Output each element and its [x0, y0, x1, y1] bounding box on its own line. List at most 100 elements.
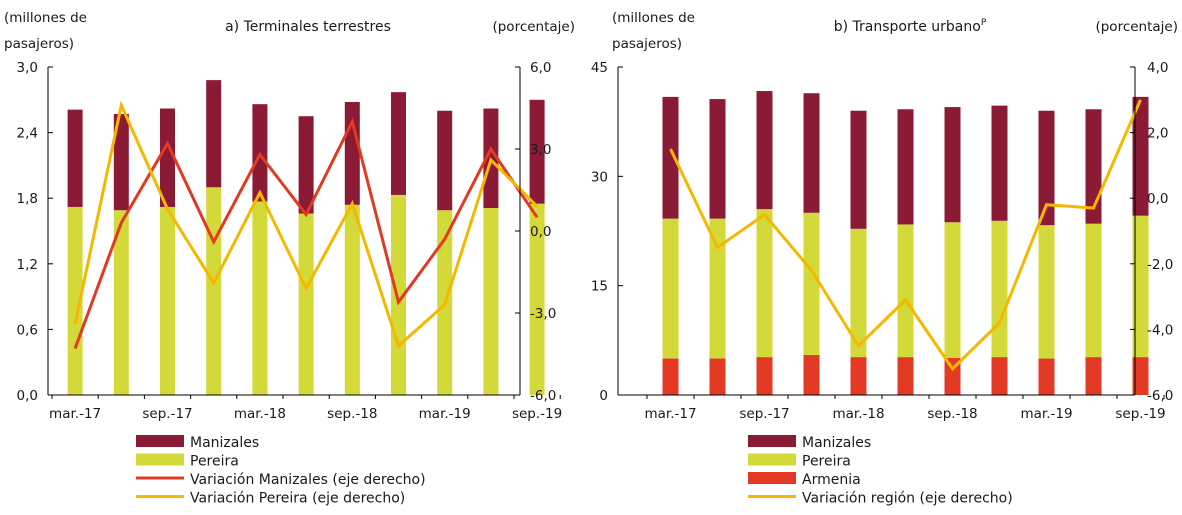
- x-tick-label: mar.-19: [419, 406, 471, 422]
- left-tick-label: 1,8: [17, 191, 38, 207]
- legend-label: Variación región (eje derecho): [802, 491, 1013, 507]
- bar-pereira-dic.-17: [803, 212, 820, 355]
- left-tick-label: 0,6: [17, 322, 38, 338]
- x-tick-label: mar.-18: [234, 406, 286, 422]
- right-tick-label: -2,0: [1147, 257, 1173, 273]
- bar-manizales-sep.-18: [944, 107, 961, 223]
- bar-pereira-jun.-18: [897, 224, 914, 358]
- x-tick-label: mar.-17: [644, 406, 696, 422]
- chart-panel-a: a) Terminales terrestres (millones de pasa…: [4, 10, 575, 507]
- bar-manizales-sep.-17: [160, 108, 175, 207]
- bar-pereira-jun.-19: [1085, 223, 1102, 358]
- right-tick-label: 2,0: [1147, 126, 1168, 142]
- right-tick-label: -6,0: [530, 388, 556, 404]
- left-tick-label: 45: [591, 60, 608, 76]
- bar-armenia-mar.-19: [1038, 358, 1055, 395]
- x-tick-label: sep.-17: [142, 406, 192, 422]
- bar-armenia-jun.-18: [897, 357, 914, 395]
- bar-manizales-dic.-18: [991, 105, 1008, 221]
- bar-manizales-mar.-17: [67, 109, 83, 207]
- right-tick-label: 3,0: [530, 142, 551, 158]
- bar-manizales-jun.-17: [113, 114, 129, 211]
- right-tick-label: 6,0: [530, 60, 551, 76]
- bar-armenia-dic.-17: [803, 354, 820, 395]
- x-tick-label: mar.-19: [1020, 406, 1072, 422]
- left-tick-label: 3,0: [17, 60, 38, 76]
- bar-armenia-jun.-17: [709, 358, 726, 395]
- bar-pereira-mar.-17: [67, 206, 83, 395]
- bar-manizales-sep.-18: [344, 101, 360, 205]
- bar-manizales-sep.-17: [756, 91, 773, 210]
- bar-pereira-jun.-17: [113, 210, 129, 395]
- bar-manizales-jun.-18: [298, 116, 314, 214]
- bar-manizales-jun.-17: [709, 99, 726, 219]
- left-axis-unit-label: pasajeros): [4, 36, 74, 52]
- bar-manizales-dic.-17: [803, 93, 820, 213]
- left-tick-label: 1,2: [17, 257, 38, 273]
- bar-pereira-jun.-18: [298, 213, 314, 395]
- bar-pereira-mar.-18: [850, 228, 867, 358]
- x-tick-label: sep.-19: [512, 406, 562, 422]
- bar-manizales-jun.-18: [897, 109, 914, 225]
- bar-armenia-dic.-18: [991, 357, 1008, 395]
- chart-panel-b: b) Transporte urbanoP (millones de pasajer…: [591, 10, 1178, 507]
- x-tick-label: sep.-18: [327, 406, 377, 422]
- chart-title: b) Transporte urbanoP: [834, 18, 987, 35]
- x-tick-label: sep.-17: [739, 406, 789, 422]
- bar-pereira-sep.-17: [756, 209, 773, 358]
- right-tick-label: -6,0: [1147, 388, 1173, 404]
- bar-pereira-sep.-17: [160, 206, 175, 395]
- bar-manizales-mar.-17: [662, 96, 679, 219]
- legend-swatch: [748, 435, 796, 447]
- legend-swatch: [748, 472, 796, 484]
- x-tick-label: mar.-18: [832, 406, 884, 422]
- legend-label: Variación Pereira (eje derecho): [190, 491, 405, 507]
- bar-manizales-mar.-19: [437, 110, 453, 211]
- bar-pereira-jun.-17: [709, 218, 726, 359]
- legend-swatch: [136, 435, 184, 447]
- right-axis-unit-label: (porcentaje): [492, 19, 575, 35]
- right-tick-label: 0,0: [1147, 191, 1168, 207]
- bar-manizales-sep.-19: [529, 99, 545, 204]
- chart-title: a) Terminales terrestres: [225, 19, 391, 35]
- line-series-1: [669, 99, 1142, 372]
- bar-pereira-sep.-18: [344, 204, 360, 395]
- left-axis-unit-label: (millones de: [612, 10, 695, 26]
- left-axis-unit-label: pasajeros): [612, 36, 682, 52]
- line-series-1: [73, 117, 539, 350]
- right-axis-unit-label: (porcentaje): [1095, 19, 1178, 35]
- left-tick-label: 2,4: [17, 126, 38, 142]
- bar-manizales-sep.-19: [1132, 96, 1149, 216]
- legend-label: Pereira: [190, 454, 239, 470]
- right-tick-label: 0,0: [530, 224, 551, 240]
- left-tick-label: 30: [591, 169, 608, 185]
- bar-pereira-mar.-18: [252, 201, 268, 395]
- bar-pereira-sep.-19: [529, 203, 545, 395]
- legend-label: Manizales: [190, 435, 259, 451]
- x-tick-label: mar.-17: [49, 406, 101, 422]
- bar-manizales-dic.-17: [206, 80, 222, 188]
- bar-manizales-dic.-18: [391, 92, 406, 195]
- bar-armenia-sep.-17: [756, 357, 773, 395]
- legend-label: Manizales: [802, 435, 871, 451]
- bar-armenia-mar.-17: [662, 358, 679, 395]
- left-tick-label: 0,0: [17, 388, 38, 404]
- bar-pereira-sep.-19: [1132, 215, 1149, 358]
- bar-pereira-dic.-18: [991, 220, 1008, 358]
- right-tick-label: 4,0: [1147, 60, 1168, 76]
- right-tick-label: -4,0: [1147, 322, 1173, 338]
- bar-armenia-jun.-19: [1085, 357, 1102, 395]
- bar-manizales-mar.-19: [1038, 110, 1055, 226]
- legend-label: Armenia: [802, 472, 861, 488]
- bar-pereira-sep.-18: [944, 222, 961, 358]
- bar-pereira-mar.-17: [662, 218, 679, 359]
- x-tick-label: sep.-19: [1115, 406, 1165, 422]
- legend-swatch: [136, 453, 184, 466]
- bar-armenia-sep.-19: [1132, 357, 1149, 395]
- bar-armenia-sep.-18: [944, 357, 961, 395]
- legend-label: Variación Manizales (eje derecho): [190, 472, 426, 488]
- title-superscript: P: [981, 18, 987, 28]
- left-tick-label: 15: [591, 279, 608, 295]
- legend-label: Pereira: [802, 454, 851, 470]
